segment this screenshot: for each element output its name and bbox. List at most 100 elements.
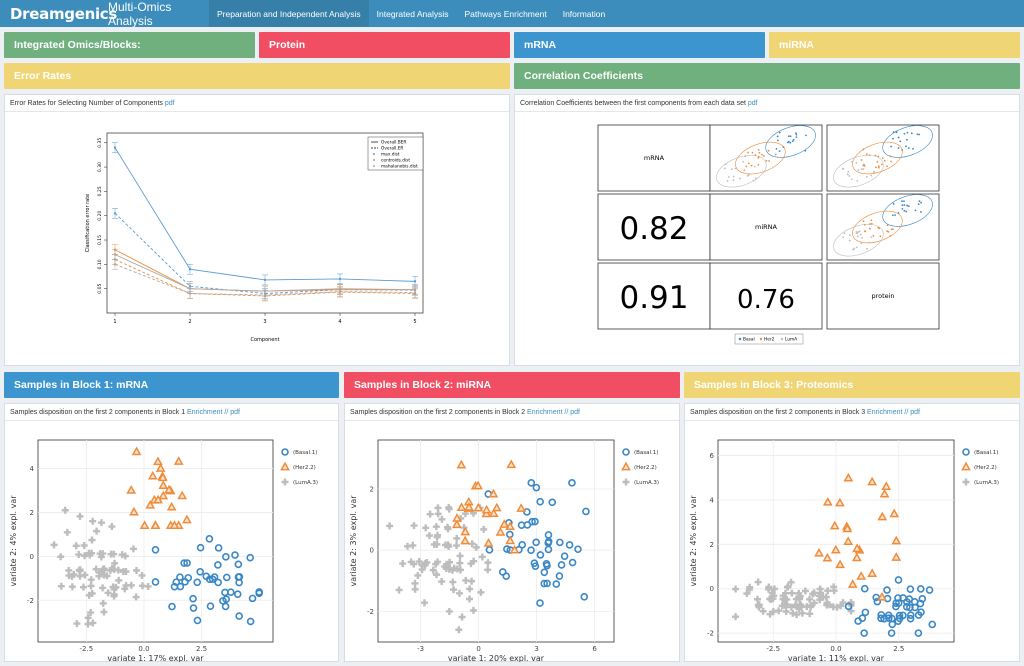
sample-point [901,204,904,207]
basal-sample-point [565,541,574,549]
her2-sample-point [867,568,878,578]
her2-sample-point [851,552,862,562]
her2-sample-point [153,494,164,504]
sample-point [903,209,906,212]
b1-caption-text: Samples disposition on the first 2 compo… [10,409,186,416]
x-tick-label: 2.5 [196,645,207,653]
sample-point [768,160,770,162]
luma-sample-point [410,522,418,530]
sample-point [776,139,779,142]
data-point [188,292,192,295]
luma-sample-point [472,543,480,551]
luma-sample-point [775,607,783,615]
y-tick-label: 2 [30,509,34,517]
b1-pdf-link[interactable]: pdf [230,409,240,416]
luma-sample-point [732,613,740,621]
luma-sample-point [121,552,129,560]
luma-sample-point [85,591,93,599]
basal-sample-point [906,585,915,593]
luma-sample-point [469,606,477,614]
corr-pdf-link[interactable]: pdf [747,100,758,107]
sample-point [758,151,761,154]
top-navbar: Dreamgenics Multi-Omics Analysis Prepara… [0,0,1024,28]
sample-point [848,234,851,237]
sample-point [862,148,865,151]
x-tick-label: -2.5 [766,645,780,653]
legend-marker [281,478,289,486]
confidence-ellipse [716,155,767,188]
sample-point [892,131,895,133]
sample-point [877,165,880,167]
diagonal-label-protein: protein [871,292,894,300]
basal-sample-point [234,573,243,581]
b1-enrichment-link[interactable]: Enrichment [187,409,223,416]
x-tick-label: -2.5 [80,645,94,653]
sample-point [774,153,777,156]
luma-sample-point [466,595,474,603]
legend-label: LumA [785,337,797,343]
basal-sample-point [168,602,176,611]
sample-point [742,160,745,163]
luma-sample-point [88,536,96,544]
sample-point [907,147,910,149]
data-point [263,293,267,297]
y-tick-label: 0.05 [97,284,103,294]
basal-sample-point [532,538,540,547]
matrix-cell [826,193,940,261]
b2-pdf-link[interactable]: pdf [570,409,580,416]
luma-sample-point [100,571,108,579]
her2-sample-point [881,481,892,491]
basal-sample-point [196,543,205,552]
basal-sample-point [925,586,934,594]
basal-sample-point [892,599,900,607]
basal-sample-point [498,568,507,576]
tab-information[interactable]: Information [562,8,606,19]
sample-point [761,153,763,156]
sample-point [856,232,859,235]
basal-sample-point [918,594,927,603]
legend-marker [622,478,630,486]
legend-label: Overall.ER [381,146,403,152]
plot-frame [37,439,274,643]
sample-point [857,231,859,234]
confidence-ellipse [852,141,903,175]
tab-pathways-enrichment[interactable]: Pathways Enrichment [464,8,547,19]
luma-sample-point [423,558,431,566]
sample-point [754,177,757,180]
luma-sample-point [450,564,458,572]
integrated-blocks-header: Integrated Omics/Blocks: [4,32,255,58]
legend-label: mahalanobis.dist [381,164,418,170]
plot-frame [377,439,615,643]
y-tick-label: 4 [30,465,35,473]
luma-sample-point [477,588,485,596]
luma-sample-point [395,586,403,594]
confidence-ellipse [882,125,933,158]
y-axis-label: Classification error rate [85,194,91,253]
error-pdf-link[interactable]: pdf [164,100,175,107]
her2-sample-point [509,544,520,554]
sample-point [860,168,863,171]
b3-enrichment-link[interactable]: Enrichment [867,409,903,416]
her2-sample-point [829,520,840,530]
x-axis-label: variate 1: 20% expl. var [448,654,545,662]
luma-sample-point [453,534,461,542]
sample-point [855,161,858,164]
b3-pdf-link[interactable]: pdf [910,409,920,416]
basal-sample-point [544,545,553,554]
luma-sample-point [796,593,804,601]
divider [345,420,679,421]
tab-preparation[interactable]: Preparation and Independent Analysis [209,0,369,27]
sample-point [903,204,906,206]
dreamgenics-logo[interactable]: Dreamgenics [10,4,118,23]
sample-point [870,219,873,222]
tab-integrated-analysis[interactable]: Integrated Analysis [376,8,449,19]
b2-enrichment-link[interactable]: Enrichment [527,409,563,416]
basal-sample-point [196,567,204,576]
luma-sample-point [769,595,777,603]
luma-sample-point [743,590,751,598]
legend-marker [961,461,971,471]
sample-point [727,176,730,178]
legend-marker [373,153,375,155]
her2-sample-point [822,552,833,562]
x-tick-label: 2 [188,319,191,325]
